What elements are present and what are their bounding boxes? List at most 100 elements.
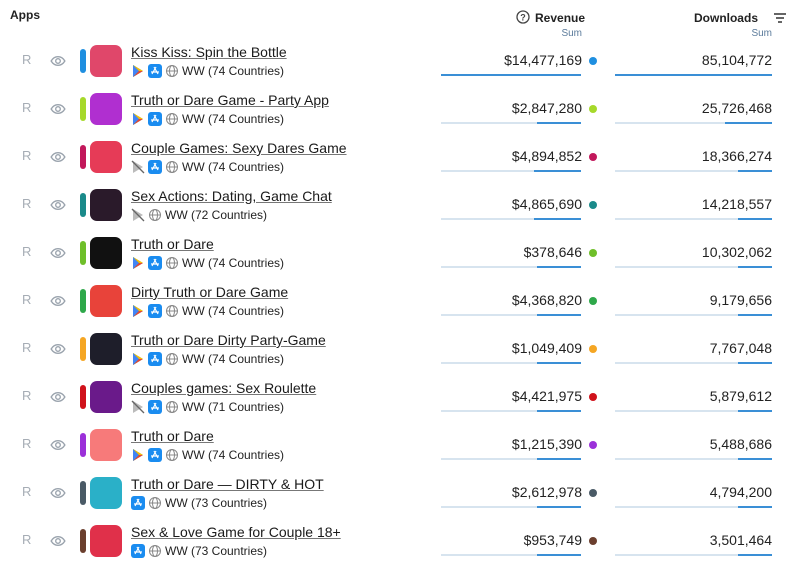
row-color: [80, 145, 86, 169]
app-icon: [90, 477, 122, 509]
revenue-bar-track: [441, 314, 581, 316]
row-color: [80, 193, 86, 217]
series-dot: [589, 441, 597, 449]
app-icon: [90, 237, 122, 269]
app-name[interactable]: Sex & Love Game for Couple 18+: [131, 524, 341, 540]
globe-icon: [165, 112, 179, 126]
store-icon: [131, 208, 145, 222]
globe-icon: [165, 256, 179, 270]
app-row: R Couple Games: Sexy Dares Game WW (74 Cou…: [0, 134, 792, 182]
series-dot: [589, 297, 597, 305]
revenue-bar-track: [441, 554, 581, 556]
app-name[interactable]: Couples games: Sex Roulette: [131, 380, 317, 396]
apps-header: Apps: [10, 8, 40, 22]
globe-icon: [165, 400, 179, 414]
help-icon[interactable]: ?: [516, 10, 530, 24]
app-name[interactable]: Truth or Dare: [131, 236, 214, 252]
downloads-bar: [738, 458, 772, 460]
revenue: $953,749: [523, 532, 582, 548]
rank-marker: R: [22, 436, 32, 451]
app-name[interactable]: Couple Games: Sexy Dares Game: [131, 140, 347, 156]
eye-toggle[interactable]: [50, 197, 66, 213]
app-icon: [90, 381, 122, 413]
store-badges: WW (74 Countries): [131, 255, 284, 271]
app-name[interactable]: Truth or Dare Dirty Party-Game: [131, 332, 326, 348]
store-badges: WW (72 Countries): [131, 207, 267, 223]
downloads-header[interactable]: Downloads: [693, 11, 758, 25]
app-icon: [90, 525, 122, 557]
row-color: [80, 433, 86, 457]
app-icon: [90, 285, 122, 317]
downloads-bar-track: [615, 122, 772, 124]
revenue-bar: [537, 410, 581, 412]
downloads-bar-track: [615, 170, 772, 172]
downloads: 10,302,062: [701, 244, 772, 260]
revenue: $4,368,820: [511, 292, 582, 308]
eye-toggle[interactable]: [50, 245, 66, 261]
revenue: $4,894,852: [511, 148, 582, 164]
store-icon: [148, 256, 162, 270]
app-row: R Truth or Dare WW (74 Countries) $1,215,39…: [0, 422, 792, 470]
app-row: R Truth or Dare — DIRTY & HOT WW (73 Count…: [0, 470, 792, 518]
store-icon: [131, 400, 145, 414]
downloads-bar: [724, 122, 772, 124]
store-icon: [131, 256, 145, 270]
downloads: 5,488,686: [709, 436, 772, 452]
region: WW (72 Countries): [165, 208, 268, 222]
app-icon: [90, 45, 122, 77]
downloads: 3,501,464: [709, 532, 772, 548]
app-name[interactable]: Truth or Dare: [131, 428, 214, 444]
globe-icon: [148, 496, 162, 510]
store-icon: [131, 496, 145, 510]
eye-toggle[interactable]: [50, 293, 66, 309]
store-icon: [148, 304, 162, 318]
eye-toggle[interactable]: [50, 101, 66, 117]
downloads: 5,879,612: [709, 388, 772, 404]
app-icon: [90, 429, 122, 461]
globe-icon: [165, 64, 179, 78]
sort-icon[interactable]: [773, 12, 787, 24]
region: WW (74 Countries): [182, 352, 285, 366]
eye-toggle[interactable]: [50, 341, 66, 357]
revenue-header[interactable]: Revenue: [535, 11, 586, 25]
row-color: [80, 97, 86, 121]
revenue: $2,612,978: [511, 484, 582, 500]
app-name[interactable]: Kiss Kiss: Spin the Bottle: [131, 44, 287, 60]
revenue: $14,477,169: [504, 52, 582, 68]
globe-icon: [165, 448, 179, 462]
row-color: [80, 49, 86, 73]
downloads: 25,726,468: [701, 100, 772, 116]
revenue-bar: [537, 266, 581, 268]
eye-toggle[interactable]: [50, 437, 66, 453]
row-color: [80, 337, 86, 361]
region: WW (74 Countries): [182, 304, 285, 318]
downloads-bar: [738, 314, 772, 316]
eye-toggle[interactable]: [50, 389, 66, 405]
app-icon: [90, 141, 122, 173]
app-name[interactable]: Truth or Dare Game - Party App: [131, 92, 329, 108]
revenue-bar: [537, 458, 581, 460]
eye-toggle[interactable]: [50, 53, 66, 69]
app-name[interactable]: Dirty Truth or Dare Game: [131, 284, 289, 300]
row-color: [80, 529, 86, 553]
eye-toggle[interactable]: [50, 533, 66, 549]
downloads: 14,218,557: [701, 196, 772, 212]
eye-toggle[interactable]: [50, 149, 66, 165]
downloads-bar-track: [615, 362, 772, 364]
downloads-bar: [738, 266, 772, 268]
app-row: R Dirty Truth or Dare Game WW (74 Countrie…: [0, 278, 792, 326]
series-dot: [589, 393, 597, 401]
rank-marker: R: [22, 340, 32, 355]
store-icon: [148, 112, 162, 126]
app-name[interactable]: Truth or Dare — DIRTY & HOT: [131, 476, 324, 492]
app-name[interactable]: Sex Actions: Dating, Game Chat: [131, 188, 332, 204]
globe-icon: [165, 304, 179, 318]
series-dot: [589, 105, 597, 113]
downloads-bar-track: [615, 74, 772, 76]
revenue-bar-track: [441, 410, 581, 412]
eye-toggle[interactable]: [50, 485, 66, 501]
store-badges: WW (74 Countries): [131, 351, 284, 367]
rank-marker: R: [22, 100, 32, 115]
downloads-bar-track: [615, 218, 772, 220]
region: WW (74 Countries): [182, 112, 285, 126]
